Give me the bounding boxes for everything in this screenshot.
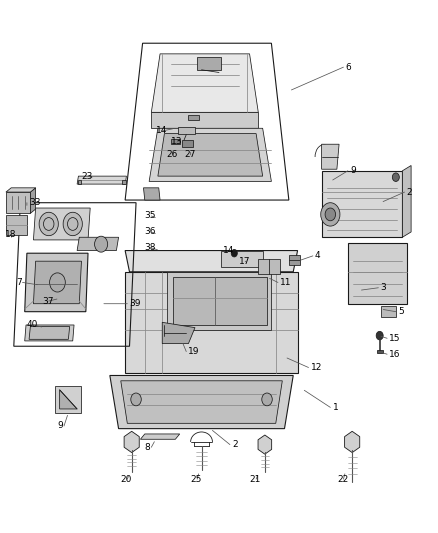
Text: 14: 14	[155, 126, 167, 135]
Text: 39: 39	[130, 299, 141, 308]
Text: 35: 35	[145, 212, 156, 221]
Text: 18: 18	[5, 230, 17, 239]
Polygon shape	[221, 251, 263, 266]
Circle shape	[39, 212, 58, 236]
Polygon shape	[258, 435, 272, 454]
Polygon shape	[144, 188, 160, 200]
Polygon shape	[345, 431, 360, 453]
Text: 2: 2	[407, 188, 412, 197]
Polygon shape	[177, 127, 195, 134]
Bar	[378, 350, 383, 353]
Circle shape	[131, 393, 141, 406]
Bar	[197, 56, 221, 70]
Polygon shape	[124, 431, 139, 453]
Text: 9: 9	[57, 422, 63, 431]
Polygon shape	[188, 115, 199, 120]
Text: 6: 6	[346, 63, 351, 71]
Text: 14: 14	[223, 246, 235, 255]
Text: 15: 15	[389, 334, 401, 343]
Polygon shape	[33, 261, 81, 304]
Polygon shape	[125, 272, 297, 373]
Polygon shape	[381, 306, 396, 317]
Text: 1: 1	[332, 403, 338, 412]
Polygon shape	[60, 390, 77, 409]
Text: 40: 40	[27, 320, 38, 329]
Polygon shape	[403, 165, 411, 237]
Polygon shape	[77, 237, 119, 251]
Text: 13: 13	[171, 137, 183, 146]
Circle shape	[262, 393, 272, 406]
Polygon shape	[158, 134, 263, 176]
Polygon shape	[30, 188, 35, 213]
Polygon shape	[55, 386, 81, 413]
Text: 27: 27	[184, 150, 195, 159]
Polygon shape	[321, 171, 403, 237]
Text: 3: 3	[381, 283, 386, 292]
Text: 37: 37	[42, 296, 54, 305]
Polygon shape	[25, 253, 88, 312]
Polygon shape	[110, 375, 293, 429]
Circle shape	[49, 273, 65, 292]
Polygon shape	[6, 215, 27, 235]
Circle shape	[321, 203, 340, 226]
Polygon shape	[121, 381, 283, 423]
Text: 36: 36	[145, 228, 156, 237]
Bar	[78, 180, 81, 183]
Polygon shape	[149, 128, 272, 181]
Circle shape	[325, 208, 336, 221]
Text: 8: 8	[145, 443, 151, 452]
Polygon shape	[258, 259, 280, 274]
Polygon shape	[171, 139, 180, 144]
Polygon shape	[125, 251, 297, 272]
Text: 12: 12	[311, 363, 322, 372]
Polygon shape	[182, 140, 193, 147]
Text: 33: 33	[29, 198, 41, 207]
Text: 26: 26	[166, 150, 178, 159]
Polygon shape	[348, 243, 407, 304]
Polygon shape	[321, 144, 339, 169]
Polygon shape	[77, 176, 127, 184]
Text: 17: 17	[239, 257, 250, 265]
Text: 21: 21	[250, 475, 261, 483]
Text: 19: 19	[188, 347, 200, 356]
Polygon shape	[151, 112, 258, 128]
Text: 25: 25	[191, 475, 202, 483]
Polygon shape	[33, 208, 90, 240]
Polygon shape	[151, 54, 258, 112]
Text: 22: 22	[337, 475, 348, 483]
Circle shape	[392, 173, 399, 181]
Polygon shape	[141, 434, 180, 439]
Bar	[122, 180, 126, 183]
Text: 16: 16	[389, 350, 401, 359]
Text: 23: 23	[81, 172, 93, 181]
Text: 38: 38	[145, 244, 156, 253]
Circle shape	[63, 212, 82, 236]
Text: 9: 9	[350, 166, 356, 175]
Polygon shape	[6, 188, 35, 192]
Polygon shape	[289, 255, 300, 265]
Polygon shape	[162, 322, 195, 344]
Text: 4: 4	[315, 252, 321, 260]
Text: 2: 2	[232, 440, 238, 449]
Polygon shape	[166, 272, 272, 330]
Polygon shape	[25, 325, 74, 341]
Text: 5: 5	[398, 307, 404, 316]
Polygon shape	[29, 327, 70, 340]
Circle shape	[95, 236, 108, 252]
Polygon shape	[6, 192, 30, 213]
Text: 20: 20	[121, 475, 132, 483]
Circle shape	[376, 332, 383, 340]
Polygon shape	[173, 277, 267, 325]
Circle shape	[231, 249, 237, 257]
Text: 11: 11	[280, 278, 292, 287]
Text: 7: 7	[16, 278, 22, 287]
